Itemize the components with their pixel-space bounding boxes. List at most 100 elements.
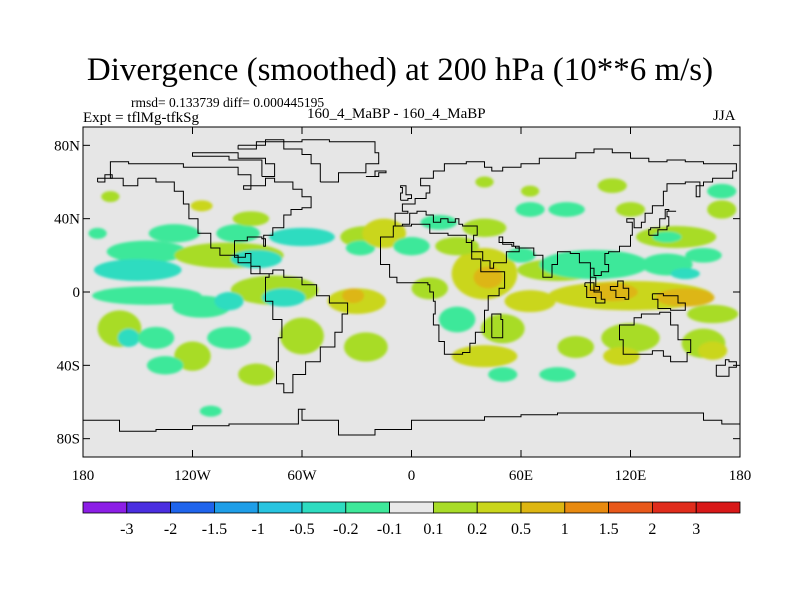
experiment-label: Expt = tflMg-tfkSg bbox=[83, 110, 199, 126]
divergence-region bbox=[232, 211, 270, 227]
plot-title: Divergence (smoothed) at 200 hPa (10**6 … bbox=[86, 52, 714, 88]
divergence-region bbox=[656, 288, 715, 307]
divergence-region bbox=[214, 292, 244, 311]
divergence-region bbox=[506, 248, 536, 263]
divergence-region bbox=[670, 268, 700, 280]
divergence-region bbox=[539, 249, 649, 280]
divergence-region bbox=[597, 178, 627, 194]
y-tick-label: 40S bbox=[57, 358, 80, 374]
coastline bbox=[283, 139, 380, 183]
case-label: 160_4_MaBP - 160_4_MaBP bbox=[307, 106, 486, 122]
divergence-region bbox=[685, 248, 722, 263]
divergence-region bbox=[345, 240, 375, 256]
divergence-region bbox=[106, 240, 188, 263]
colorbar-swatch bbox=[345, 501, 390, 514]
colorbar-label: 0.1 bbox=[423, 521, 443, 538]
colorbar-swatch bbox=[257, 501, 303, 514]
axis-ticks: 180 120W 60W 0 60E 120E 180 80N 40N 0 40S 80S bbox=[54, 127, 751, 484]
colorbar-swatch bbox=[564, 501, 609, 514]
coastline bbox=[619, 311, 692, 363]
colorbar-swatch bbox=[476, 501, 522, 514]
coastline bbox=[491, 313, 504, 339]
divergence-region bbox=[199, 405, 222, 417]
colorbar-label: 2 bbox=[648, 521, 656, 538]
divergence-region bbox=[615, 202, 646, 217]
divergence-region bbox=[261, 288, 306, 307]
divergence-region bbox=[521, 185, 540, 197]
divergence-region bbox=[269, 227, 335, 247]
coastline bbox=[393, 148, 737, 291]
colorbar-swatch bbox=[608, 501, 653, 514]
coastline bbox=[237, 139, 285, 150]
divergence-region bbox=[451, 345, 518, 368]
divergence-region bbox=[687, 304, 739, 324]
season-label: JJA bbox=[713, 108, 736, 124]
divergence-region bbox=[174, 341, 211, 371]
colorbar-label: 3 bbox=[692, 521, 700, 538]
y-tick-label: 80N bbox=[54, 138, 80, 154]
colorbar-swatch bbox=[170, 501, 215, 514]
coastline bbox=[715, 359, 737, 377]
colorbar-label: -1 bbox=[252, 521, 265, 538]
divergence-region bbox=[603, 347, 640, 366]
divergence-region bbox=[707, 200, 737, 219]
x-tick-label: 120E bbox=[615, 468, 647, 484]
colorbar-label: -0.1 bbox=[377, 521, 402, 538]
coastline bbox=[109, 161, 349, 394]
colorbar-label: 1.5 bbox=[599, 521, 619, 538]
divergence-region bbox=[216, 224, 261, 243]
y-tick-label: 40N bbox=[54, 212, 80, 228]
divergence-region bbox=[93, 259, 182, 281]
colorbar-label: -0.2 bbox=[333, 521, 358, 538]
divergence-region bbox=[488, 367, 518, 382]
colorbar-label: 0.5 bbox=[511, 521, 531, 538]
coastline bbox=[83, 408, 740, 436]
divergence-region bbox=[438, 306, 476, 333]
colorbar-swatch bbox=[301, 501, 347, 514]
divergence-region bbox=[88, 227, 107, 239]
coastline bbox=[365, 170, 387, 177]
divergence-region bbox=[146, 356, 184, 375]
x-tick-label: 60E bbox=[509, 468, 533, 484]
divergence-region bbox=[238, 363, 275, 386]
coastline bbox=[380, 223, 506, 355]
divergence-region bbox=[117, 328, 140, 348]
colorbar-swatch bbox=[652, 501, 697, 514]
colorbar-label: -2 bbox=[164, 521, 177, 538]
divergence-region bbox=[342, 288, 365, 303]
divergence-region bbox=[462, 218, 507, 237]
colorbar-swatch bbox=[213, 501, 259, 514]
coastline bbox=[97, 174, 113, 183]
divergence-region bbox=[539, 367, 576, 382]
y-tick-label: 0 bbox=[73, 285, 81, 301]
x-tick-label: 0 bbox=[408, 468, 416, 484]
coastlines bbox=[83, 139, 740, 436]
colorbar-swatch bbox=[389, 501, 434, 514]
y-tick-label: 80S bbox=[57, 432, 80, 448]
divergence-region bbox=[435, 237, 480, 256]
divergence-region bbox=[557, 336, 594, 358]
stats-label: rmsd= 0.133739 diff= 0.000445195 bbox=[131, 95, 325, 110]
divergence-region bbox=[343, 332, 388, 362]
divergence-region bbox=[652, 231, 682, 243]
divergence-region bbox=[698, 341, 728, 360]
colorbar-label: 1 bbox=[561, 521, 569, 538]
coastline bbox=[584, 282, 606, 304]
divergence-region bbox=[707, 183, 737, 199]
colorbar-swatch bbox=[695, 501, 741, 514]
divergence-region bbox=[92, 286, 202, 305]
divergence-region bbox=[473, 266, 503, 289]
coastline bbox=[400, 185, 412, 201]
colorbar-swatch bbox=[82, 501, 128, 514]
coastline bbox=[609, 280, 630, 300]
divergence-region bbox=[280, 317, 324, 355]
colorbar-swatch bbox=[432, 501, 478, 514]
colorbar-label: -3 bbox=[120, 521, 133, 538]
colorbar-swatch bbox=[126, 501, 172, 514]
colorbar-label: -1.5 bbox=[202, 521, 227, 538]
divergence-region bbox=[504, 290, 556, 313]
divergence-region bbox=[190, 200, 213, 212]
divergence-region bbox=[475, 176, 494, 188]
divergence-region bbox=[137, 326, 175, 349]
